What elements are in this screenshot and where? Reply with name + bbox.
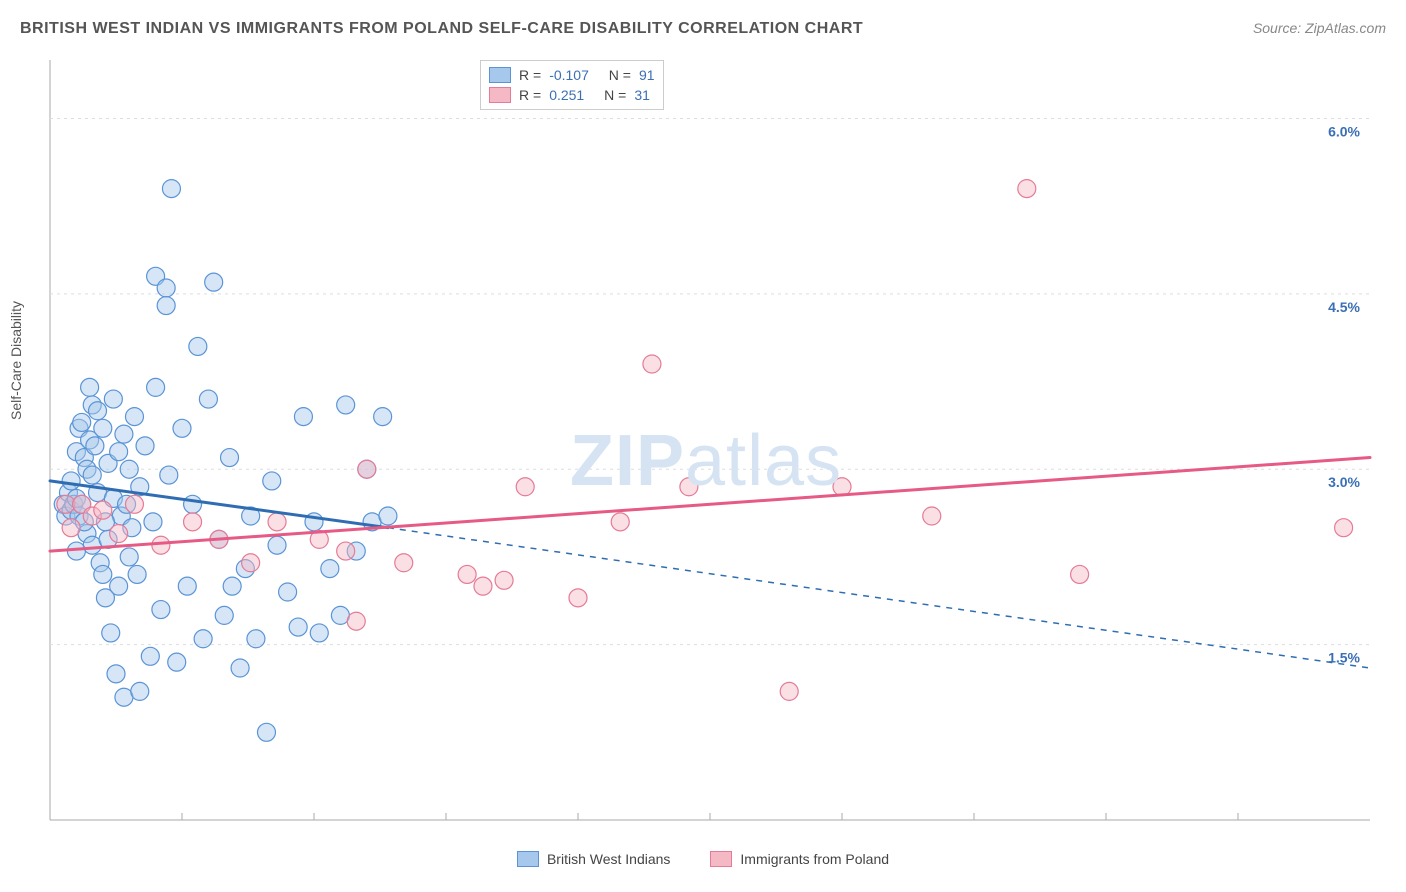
header: BRITISH WEST INDIAN VS IMMIGRANTS FROM P…	[20, 20, 1386, 38]
svg-text:6.0%: 6.0%	[1328, 123, 1360, 139]
legend-stats: R = -0.107 N = 91 R = 0.251 N = 31	[480, 60, 664, 110]
n-label: N =	[609, 67, 631, 83]
r-value: 0.251	[549, 87, 584, 103]
legend-stats-row: R = -0.107 N = 91	[489, 65, 655, 85]
source-attribution: Source: ZipAtlas.com	[1253, 20, 1386, 38]
chart-title: BRITISH WEST INDIAN VS IMMIGRANTS FROM P…	[20, 20, 863, 38]
svg-text:4.5%: 4.5%	[1328, 299, 1360, 315]
svg-text:3.0%: 3.0%	[1328, 474, 1360, 490]
watermark-bold: ZIP	[570, 421, 685, 501]
r-value: -0.107	[549, 67, 589, 83]
watermark: ZIPatlas	[570, 420, 842, 502]
legend-item: Immigrants from Poland	[710, 851, 889, 867]
n-value: 31	[634, 87, 650, 103]
legend-swatch-pink	[710, 851, 732, 867]
legend-stats-row: R = 0.251 N = 31	[489, 85, 655, 105]
watermark-light: atlas	[685, 421, 842, 501]
legend-series: British West Indians Immigrants from Pol…	[0, 851, 1406, 867]
svg-text:1.5%: 1.5%	[1328, 650, 1360, 666]
legend-label: Immigrants from Poland	[740, 851, 889, 867]
legend-label: British West Indians	[547, 851, 670, 867]
legend-item: British West Indians	[517, 851, 670, 867]
legend-swatch-pink	[489, 87, 511, 103]
r-label: R =	[519, 67, 541, 83]
legend-swatch-blue	[517, 851, 539, 867]
n-value: 91	[639, 67, 655, 83]
y-axis-label: Self-Care Disability	[8, 301, 24, 420]
r-label: R =	[519, 87, 541, 103]
legend-swatch-blue	[489, 67, 511, 83]
n-label: N =	[604, 87, 626, 103]
